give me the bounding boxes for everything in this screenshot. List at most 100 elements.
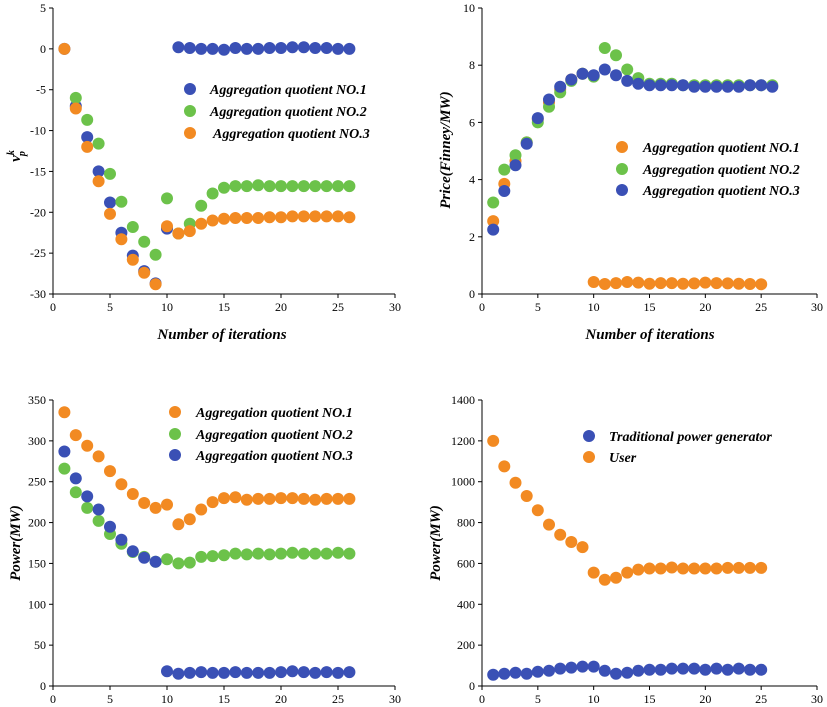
power-gu-point-orange bbox=[576, 541, 589, 554]
power-aq-point-green bbox=[183, 556, 196, 569]
vp-point-green bbox=[206, 187, 219, 200]
vp-point-orange bbox=[104, 207, 116, 220]
power-aq-x-tick-label: 5 bbox=[107, 692, 113, 706]
vp-point-green bbox=[149, 248, 162, 261]
power-gu-x-tick-label: 5 bbox=[535, 692, 541, 706]
power-gu-y-label: Power(MW) bbox=[428, 505, 444, 581]
vp-y-tick-label: -15 bbox=[30, 164, 46, 178]
power-aq-legend-label-2: Aggregation quotient NO.2 bbox=[195, 428, 353, 443]
power-aq-point-blue bbox=[297, 666, 310, 679]
power-aq-point-blue bbox=[149, 555, 162, 568]
power-aq-point-blue bbox=[126, 545, 139, 558]
power-aq-point-orange bbox=[138, 497, 151, 509]
vp-point-orange bbox=[332, 210, 344, 223]
power-gu-point-orange bbox=[732, 561, 745, 574]
power-gu-point-blue bbox=[755, 663, 768, 676]
power-aq-point-green bbox=[229, 547, 242, 560]
power-gu-x-tick-label: 25 bbox=[755, 692, 767, 706]
power-gu-point-blue bbox=[744, 663, 756, 676]
power-aq-point-green bbox=[92, 514, 105, 527]
power-gu-legend-label-1: Traditional power generator bbox=[609, 430, 772, 445]
vp-point-green bbox=[126, 221, 139, 233]
vp-point-green bbox=[252, 179, 265, 192]
power-aq-x-tick-label: 30 bbox=[389, 692, 401, 706]
vp-legend-label-1: Aggregation quotient NO.1 bbox=[209, 83, 367, 98]
vp-x-tick-label: 15 bbox=[218, 300, 230, 314]
vp-x-tick-label: 0 bbox=[50, 300, 56, 314]
power-aq-point-blue bbox=[81, 490, 94, 503]
power-gu-point-orange bbox=[498, 460, 511, 473]
price-point-orange bbox=[621, 276, 634, 288]
vp-point-green bbox=[138, 235, 151, 248]
vp-legend-marker-1 bbox=[184, 83, 196, 95]
power-aq-point-orange bbox=[149, 501, 162, 514]
power-aq-point-green bbox=[58, 462, 71, 475]
power-aq-y-tick-label: 150 bbox=[28, 556, 46, 570]
power-aq-point-orange bbox=[183, 513, 196, 526]
power-gu-point-blue bbox=[721, 663, 734, 676]
power-gu-x-tick-label: 10 bbox=[588, 692, 600, 706]
vp-point-orange bbox=[92, 175, 105, 188]
price-point-blue bbox=[665, 79, 678, 92]
price-point-blue bbox=[744, 79, 756, 92]
power-aq-point-orange bbox=[206, 496, 219, 509]
power-aq-point-blue bbox=[183, 666, 196, 679]
price-legend-label-3: Aggregation quotient NO.3 bbox=[642, 184, 800, 199]
power-aq-point-green bbox=[240, 548, 253, 561]
price-point-blue bbox=[766, 80, 779, 93]
vp-point-blue bbox=[275, 42, 287, 54]
price-point-orange bbox=[487, 215, 500, 228]
power-gu-point-blue bbox=[732, 662, 745, 675]
price-point-green bbox=[487, 196, 500, 209]
vp-point-orange bbox=[206, 214, 219, 227]
vp-point-orange bbox=[126, 253, 139, 266]
power-gu-point-orange bbox=[543, 518, 555, 531]
power-gu-point-orange bbox=[699, 562, 712, 575]
price-point-blue bbox=[688, 80, 701, 93]
power-gu-point-blue bbox=[598, 664, 611, 677]
power-aq-point-blue bbox=[309, 666, 322, 679]
price-point-blue bbox=[699, 80, 712, 93]
power-aq-point-blue bbox=[263, 666, 276, 679]
price-point-orange bbox=[732, 277, 745, 290]
power-aq-y-tick-label: 350 bbox=[28, 393, 46, 407]
power-gu-point-blue bbox=[610, 667, 622, 680]
power-gu-y-tick-label: 1400 bbox=[451, 393, 475, 407]
power-aq-legend-marker-3 bbox=[169, 449, 181, 461]
vp-x-tick-label: 10 bbox=[161, 300, 173, 314]
vp-point-orange bbox=[297, 210, 310, 223]
vp-point-green bbox=[343, 180, 356, 193]
price-legend: Aggregation quotient NO.1 Aggregation qu… bbox=[616, 141, 800, 199]
power-gu-point-orange bbox=[721, 561, 734, 574]
power-aq-y-tick-label: 100 bbox=[28, 597, 46, 611]
vp-point-green bbox=[286, 180, 299, 193]
price-legend-marker-1 bbox=[616, 141, 628, 153]
price-point-blue bbox=[732, 80, 745, 93]
vp-point-orange bbox=[218, 212, 230, 225]
vp-point-green bbox=[81, 113, 94, 126]
power-aq-point-blue bbox=[252, 666, 265, 679]
price-point-blue bbox=[654, 79, 667, 92]
price-x-tick-label: 15 bbox=[644, 300, 656, 314]
power-aq-point-blue bbox=[115, 533, 128, 546]
vp-point-orange bbox=[275, 211, 287, 224]
power-aq-point-orange bbox=[81, 439, 94, 452]
power-aq-point-orange bbox=[320, 492, 333, 505]
power-aq-y-tick-label: 0 bbox=[40, 679, 46, 693]
power-aq-point-orange bbox=[252, 492, 265, 505]
vp-point-orange bbox=[252, 212, 265, 224]
power-gu-point-orange bbox=[755, 561, 768, 574]
power-aq-point-green bbox=[161, 553, 173, 566]
power-aq-point-blue bbox=[320, 666, 333, 679]
vp-legend-marker-3 bbox=[184, 127, 196, 139]
power-gu-point-orange bbox=[487, 434, 500, 447]
vp-point-orange bbox=[161, 220, 173, 233]
price-point-orange bbox=[721, 277, 734, 290]
power-aq-point-orange bbox=[126, 488, 139, 500]
price-point-orange bbox=[755, 278, 768, 291]
power-aq-point-blue bbox=[286, 665, 299, 678]
vp-x-tick-label: 25 bbox=[332, 300, 344, 314]
price-point-blue bbox=[710, 80, 723, 93]
power-gu-point-blue bbox=[554, 662, 567, 675]
vp-point-orange bbox=[115, 233, 128, 246]
